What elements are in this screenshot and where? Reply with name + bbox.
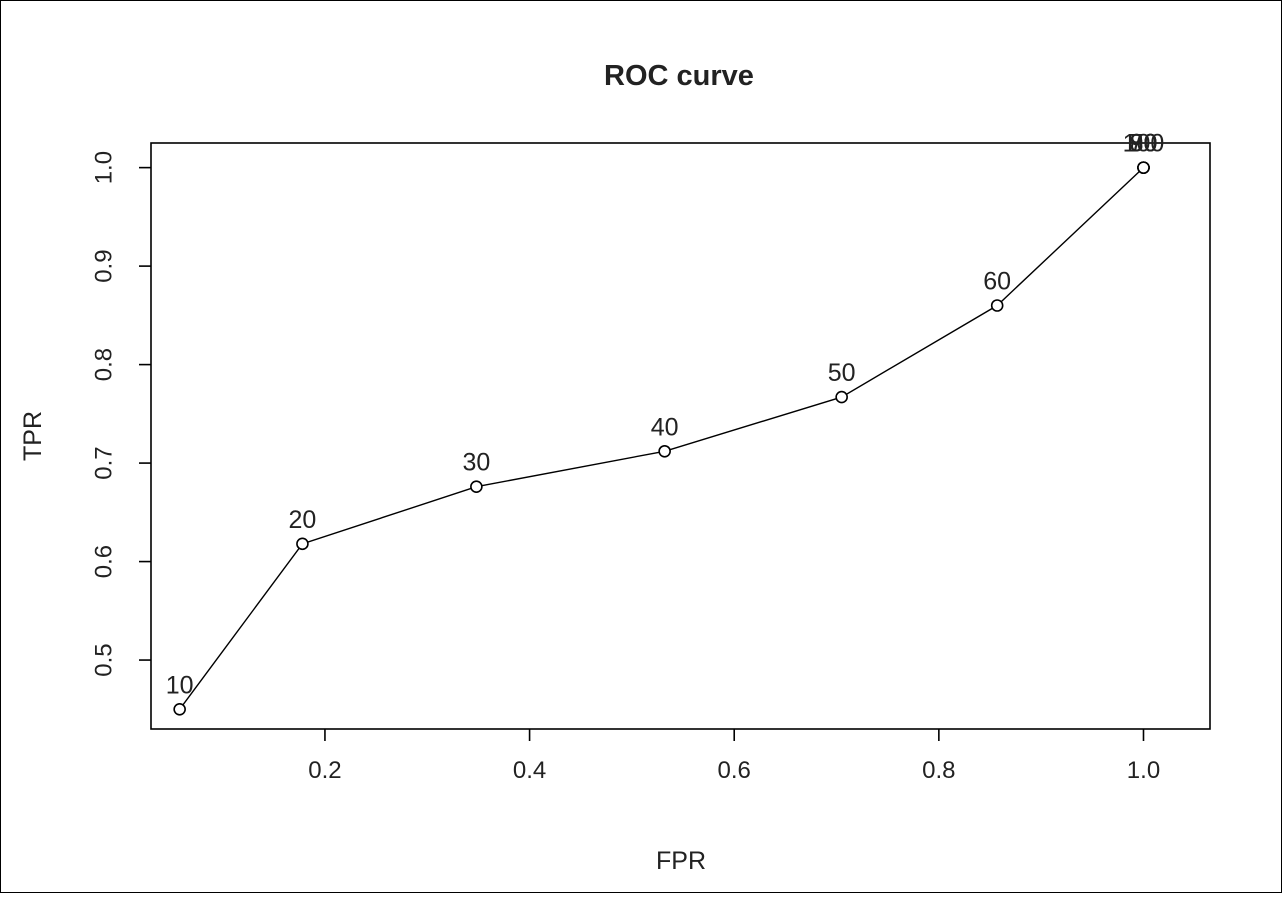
x-tick-label: 0.4 bbox=[513, 757, 546, 784]
roc-point-label: 50 bbox=[828, 359, 856, 387]
x-axis-label: FPR bbox=[656, 847, 706, 875]
y-tick-label: 0.6 bbox=[91, 545, 118, 578]
x-tick-label: 1.0 bbox=[1127, 757, 1160, 784]
x-tick-label: 0.8 bbox=[922, 757, 955, 784]
roc-point-label: 30 bbox=[462, 449, 490, 477]
chart-title: ROC curve bbox=[604, 60, 754, 92]
y-tick-label: 0.5 bbox=[91, 643, 118, 676]
roc-point bbox=[173, 703, 186, 716]
roc-point-label: 60 bbox=[983, 268, 1011, 296]
x-axis: 0.2 0.4 0.6 0.8 1.0 bbox=[308, 729, 1160, 784]
roc-point-label: 70 bbox=[1130, 130, 1158, 158]
y-tick-label: 1.0 bbox=[91, 151, 118, 184]
roc-point-label: 80 bbox=[1130, 130, 1158, 158]
roc-point-label: 90 bbox=[1130, 130, 1158, 158]
roc-points bbox=[173, 161, 1150, 716]
y-axis: 0.5 0.6 0.7 0.8 0.9 1.0 bbox=[91, 151, 151, 677]
y-axis-label: TPR bbox=[19, 411, 47, 461]
roc-point bbox=[658, 444, 671, 458]
roc-point-label: 10 bbox=[166, 671, 194, 699]
y-tick-label: 0.8 bbox=[91, 348, 118, 381]
roc-point bbox=[296, 537, 309, 551]
y-tick-label: 0.9 bbox=[91, 249, 118, 282]
roc-point-label: 20 bbox=[289, 506, 317, 534]
roc-point bbox=[1137, 161, 1150, 174]
roc-point bbox=[835, 390, 848, 404]
roc-point-label: 100 bbox=[1123, 130, 1165, 158]
x-tick-label: 0.6 bbox=[718, 757, 751, 784]
roc-point bbox=[990, 299, 1004, 312]
roc-point bbox=[470, 480, 483, 494]
plot-area-frame bbox=[150, 142, 1211, 730]
x-tick-label: 0.2 bbox=[308, 757, 341, 784]
y-tick-label: 0.7 bbox=[91, 446, 118, 479]
roc-point-label: 40 bbox=[651, 413, 679, 441]
